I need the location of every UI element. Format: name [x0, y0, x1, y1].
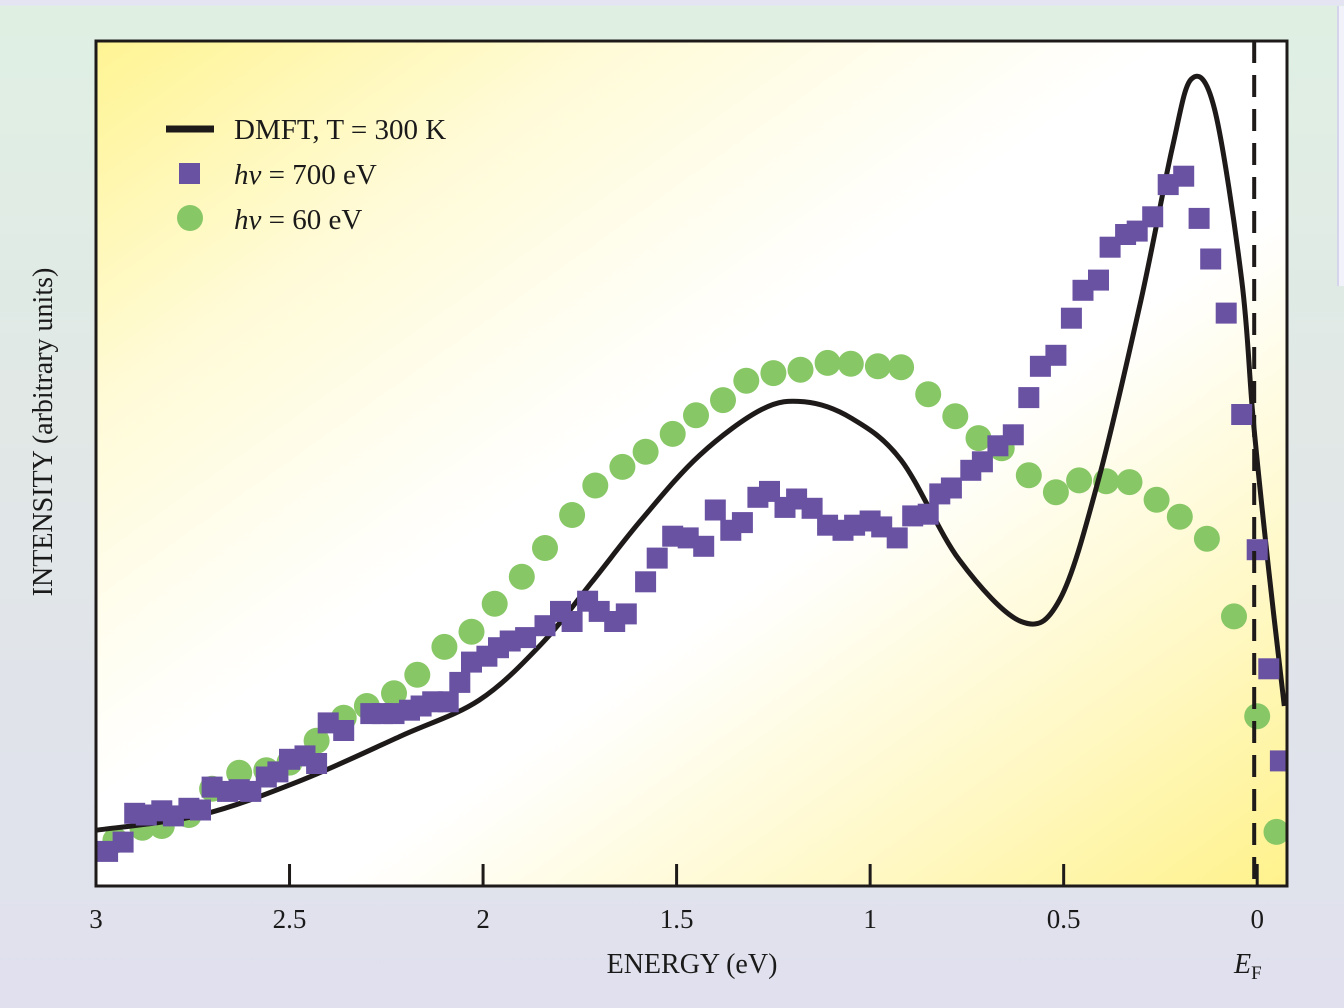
- hv60-point: [1042, 479, 1069, 506]
- hv60-point: [404, 661, 431, 688]
- hv700-point: [917, 503, 939, 525]
- hv60-point: [481, 590, 508, 617]
- hv60-point: [915, 381, 942, 408]
- hv60-point: [942, 403, 969, 430]
- hv700-point: [1188, 207, 1210, 229]
- hv60-point: [837, 350, 864, 377]
- x-tick-label: 0.5: [1047, 904, 1081, 934]
- hv700-point: [1060, 307, 1082, 329]
- x-tick-label: 0: [1250, 904, 1264, 934]
- hv700-point: [759, 480, 780, 502]
- hv60-point: [559, 502, 586, 528]
- hv60-point: [1143, 486, 1170, 513]
- fermi-label-sub: F: [1251, 963, 1262, 984]
- legend: DMFT, T = 300 K hν = 700 eV hν = 60 eV: [166, 114, 446, 236]
- hv60-point: [733, 367, 760, 394]
- hv700-point: [1002, 424, 1024, 446]
- hv700-point: [635, 571, 657, 593]
- hv60-point: [710, 387, 736, 414]
- hv700-point: [801, 497, 823, 519]
- side-panel-strip: [1337, 6, 1344, 286]
- hv60-point: [1066, 467, 1093, 494]
- hv700-point: [333, 720, 355, 741]
- x-tick-label: 2.5: [273, 904, 307, 934]
- legend-hv60-label: hν = 60 eV: [234, 204, 362, 236]
- hv700-point: [940, 477, 962, 499]
- hv60-point: [965, 425, 992, 452]
- hv60-point: [431, 633, 458, 660]
- hv700-point: [646, 547, 668, 569]
- y-axis-title: INTENSITY (arbitrary units): [28, 268, 59, 597]
- hv700-point: [1246, 539, 1268, 561]
- plot-frame: [94, 39, 1289, 888]
- hv700-point: [1258, 658, 1280, 680]
- x-tick-label: 1: [863, 904, 877, 934]
- legend-hv60-marker: [177, 205, 203, 231]
- x-axis-title: ENERGY (eV): [607, 949, 778, 980]
- hv700-point: [306, 753, 328, 774]
- fermi-level-label: EF: [1233, 949, 1262, 984]
- hv700-point: [515, 627, 537, 649]
- hv700-point: [615, 603, 637, 625]
- hv60-point: [1263, 818, 1287, 845]
- hv60-point: [582, 472, 609, 499]
- hv700-point: [1215, 302, 1237, 324]
- hv60-point: [1015, 462, 1042, 489]
- hv60-point: [1244, 703, 1271, 730]
- hv700-point: [693, 535, 715, 557]
- legend-dmft-label: DMFT, T = 300 K: [234, 114, 446, 146]
- dmft-curve: [96, 73, 1287, 833]
- hv700-point: [1045, 344, 1067, 366]
- hv60-point: [1193, 525, 1220, 552]
- hv700-point: [1269, 750, 1287, 772]
- hv60-point: [1116, 469, 1143, 496]
- legend-hv700-label: hν = 700 eV: [234, 159, 377, 191]
- hv700-point: [704, 499, 726, 521]
- hv60-point: [1221, 603, 1247, 630]
- hv60-point: [683, 402, 709, 429]
- fermi-label-main: E: [1233, 949, 1251, 980]
- hv700-point: [886, 527, 908, 549]
- x-tick-label: 2: [476, 904, 490, 934]
- hv700-point: [1200, 248, 1222, 270]
- hv60-point: [508, 563, 535, 590]
- hv700-point: [1018, 387, 1040, 409]
- hv60-point: [814, 349, 841, 376]
- hv700-point: [1088, 269, 1109, 291]
- hv60-point: [609, 453, 636, 480]
- hv60-point: [760, 360, 787, 387]
- hv60-point: [787, 356, 814, 383]
- hv700-point: [731, 512, 753, 534]
- hv60-point: [888, 354, 915, 381]
- hv60-point: [458, 618, 485, 645]
- hv60-point: [659, 420, 686, 447]
- hv700-point: [1173, 165, 1195, 187]
- hv700-point: [190, 799, 211, 821]
- hv700-point: [437, 691, 459, 713]
- legend-hv700-marker: [179, 163, 200, 184]
- hv700-point: [1142, 206, 1164, 228]
- hv700-point: [1231, 404, 1253, 425]
- x-tick-label: 1.5: [660, 904, 694, 934]
- hv60-point: [532, 535, 558, 561]
- hv700-point: [449, 671, 471, 693]
- hv60-point: [864, 353, 891, 380]
- x-tick-label: 3: [89, 904, 103, 934]
- hv700-point: [561, 611, 583, 632]
- hv700-point: [971, 451, 993, 473]
- hv700-point: [112, 831, 134, 853]
- hv60-point: [632, 438, 659, 465]
- hv60-point: [1166, 503, 1193, 530]
